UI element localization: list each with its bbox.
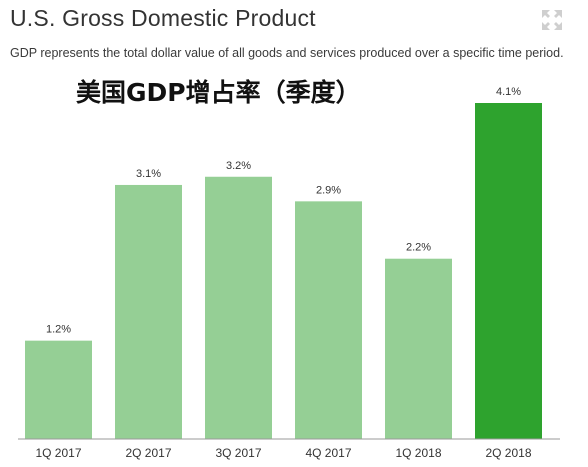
bar-2q-2018 [475,103,542,439]
data-label: 1.2% [46,324,71,336]
bar-1q-2018 [385,258,452,439]
x-tick-label: 3Q 2017 [215,446,261,460]
data-label: 4.1% [496,86,521,98]
data-label: 2.2% [406,242,431,254]
bar-1q-2017 [25,340,92,439]
x-tick-label: 2Q 2017 [125,446,171,460]
data-label: 2.9% [316,184,341,196]
data-label: 3.1% [136,168,161,180]
data-label: 3.2% [226,160,251,172]
chart-title: U.S. Gross Domestic Product [10,5,316,31]
x-tick-label: 2Q 2018 [485,446,531,460]
bar-2q-2017 [115,184,182,439]
x-tick-label: 4Q 2017 [305,446,351,460]
overlay-title: 美国GDP增占率（季度） [76,78,361,107]
x-tick-label: 1Q 2018 [395,446,441,460]
expand-icon[interactable] [540,8,564,32]
bar-3q-2017 [205,176,272,439]
x-tick-label: 1Q 2017 [35,446,81,460]
bar-4q-2017 [295,201,362,439]
chart-subtitle: GDP represents the total dollar value of… [10,46,564,60]
